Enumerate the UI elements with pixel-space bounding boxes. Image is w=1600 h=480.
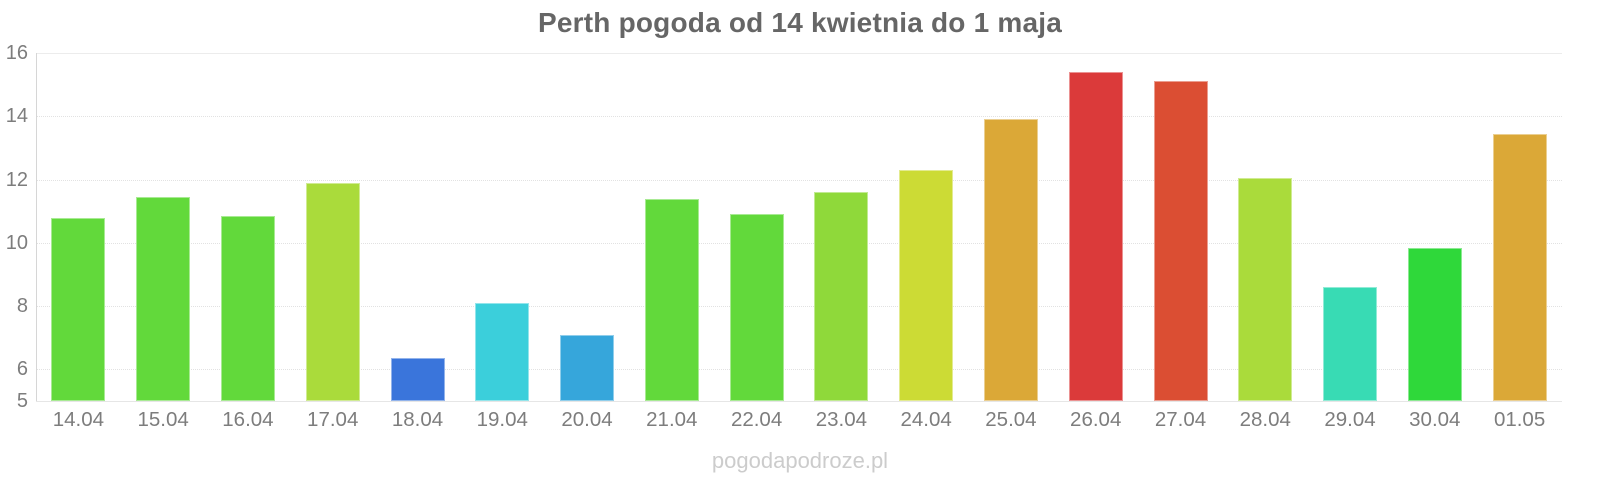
bar-20.04[interactable] <box>560 334 615 401</box>
y-axis-label: 8 <box>16 295 28 318</box>
x-axis-label-16.04: 16.04 <box>222 408 274 431</box>
y-axis-label: 10 <box>5 231 28 254</box>
x-axis-label-23.04: 23.04 <box>815 408 868 431</box>
y-axis-label: 16 <box>5 42 28 64</box>
bar-01.05[interactable] <box>1492 133 1547 401</box>
bar-22.04[interactable] <box>729 214 784 401</box>
gridline-y-12 <box>36 179 1562 181</box>
x-axis-label-17.04: 17.04 <box>307 408 359 431</box>
x-axis-label-19.04: 19.04 <box>476 408 528 431</box>
x-axis-label-25.04: 25.04 <box>985 408 1037 431</box>
bar-19.04[interactable] <box>475 302 530 401</box>
bar-21.04[interactable] <box>644 198 699 401</box>
x-axis-label-30.04: 30.04 <box>1409 408 1461 431</box>
bar-15.04[interactable] <box>136 196 191 401</box>
bar-28.04[interactable] <box>1238 177 1293 401</box>
bar-25.04[interactable] <box>983 119 1038 401</box>
bar-30.04[interactable] <box>1407 247 1462 401</box>
x-axis-label-28.04: 28.04 <box>1239 408 1291 431</box>
x-axis-label-01.05: 01.05 <box>1493 408 1546 431</box>
bar-29.04[interactable] <box>1323 287 1378 401</box>
bar-16.04[interactable] <box>220 215 275 401</box>
bar-17.04[interactable] <box>305 182 360 401</box>
y-axis-label: 14 <box>5 105 28 128</box>
watermark: pogodapodroze.pl <box>711 448 889 473</box>
bar-27.04[interactable] <box>1153 81 1208 401</box>
gridline-y-10 <box>36 242 1562 244</box>
bar-26.04[interactable] <box>1068 71 1123 401</box>
x-axis-label-18.04: 18.04 <box>391 408 444 431</box>
x-axis-label-22.04: 22.04 <box>730 408 783 431</box>
x-axis-label-21.04: 21.04 <box>646 408 698 431</box>
y-axis-label: 12 <box>5 168 28 191</box>
y-axis-label: 5 <box>16 390 28 412</box>
y-axis-line <box>36 53 37 401</box>
x-axis-label-29.04: 29.04 <box>1324 408 1376 431</box>
bar-14.04[interactable] <box>51 217 106 401</box>
bar-23.04[interactable] <box>814 192 869 401</box>
x-axis-label-27.04: 27.04 <box>1154 408 1207 431</box>
x-axis-label-26.04: 26.04 <box>1070 408 1122 431</box>
y-axis-label: 6 <box>16 358 28 381</box>
gridline-y-6 <box>36 369 1562 371</box>
bar-18.04[interactable] <box>390 358 445 401</box>
x-axis-label-24.04: 24.04 <box>900 408 952 431</box>
gridline-y-16 <box>36 53 1562 54</box>
x-axis-line <box>36 401 1562 402</box>
gridline-y-8 <box>36 306 1562 308</box>
bar-24.04[interactable] <box>899 170 954 401</box>
x-axis-label-15.04: 15.04 <box>137 408 189 431</box>
x-axis-label-20.04: 20.04 <box>561 408 613 431</box>
x-axis-label-14.04: 14.04 <box>52 408 105 431</box>
gridline-y-14 <box>36 116 1562 118</box>
chart-title: Perth pogoda od 14 kwietnia do 1 maja <box>538 7 1062 38</box>
